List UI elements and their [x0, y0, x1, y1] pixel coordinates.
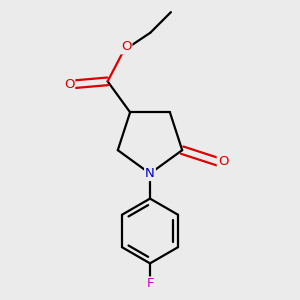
Text: F: F [146, 278, 154, 290]
Text: O: O [121, 40, 131, 53]
Text: O: O [64, 78, 74, 91]
Text: O: O [218, 155, 228, 169]
Text: N: N [145, 167, 155, 180]
